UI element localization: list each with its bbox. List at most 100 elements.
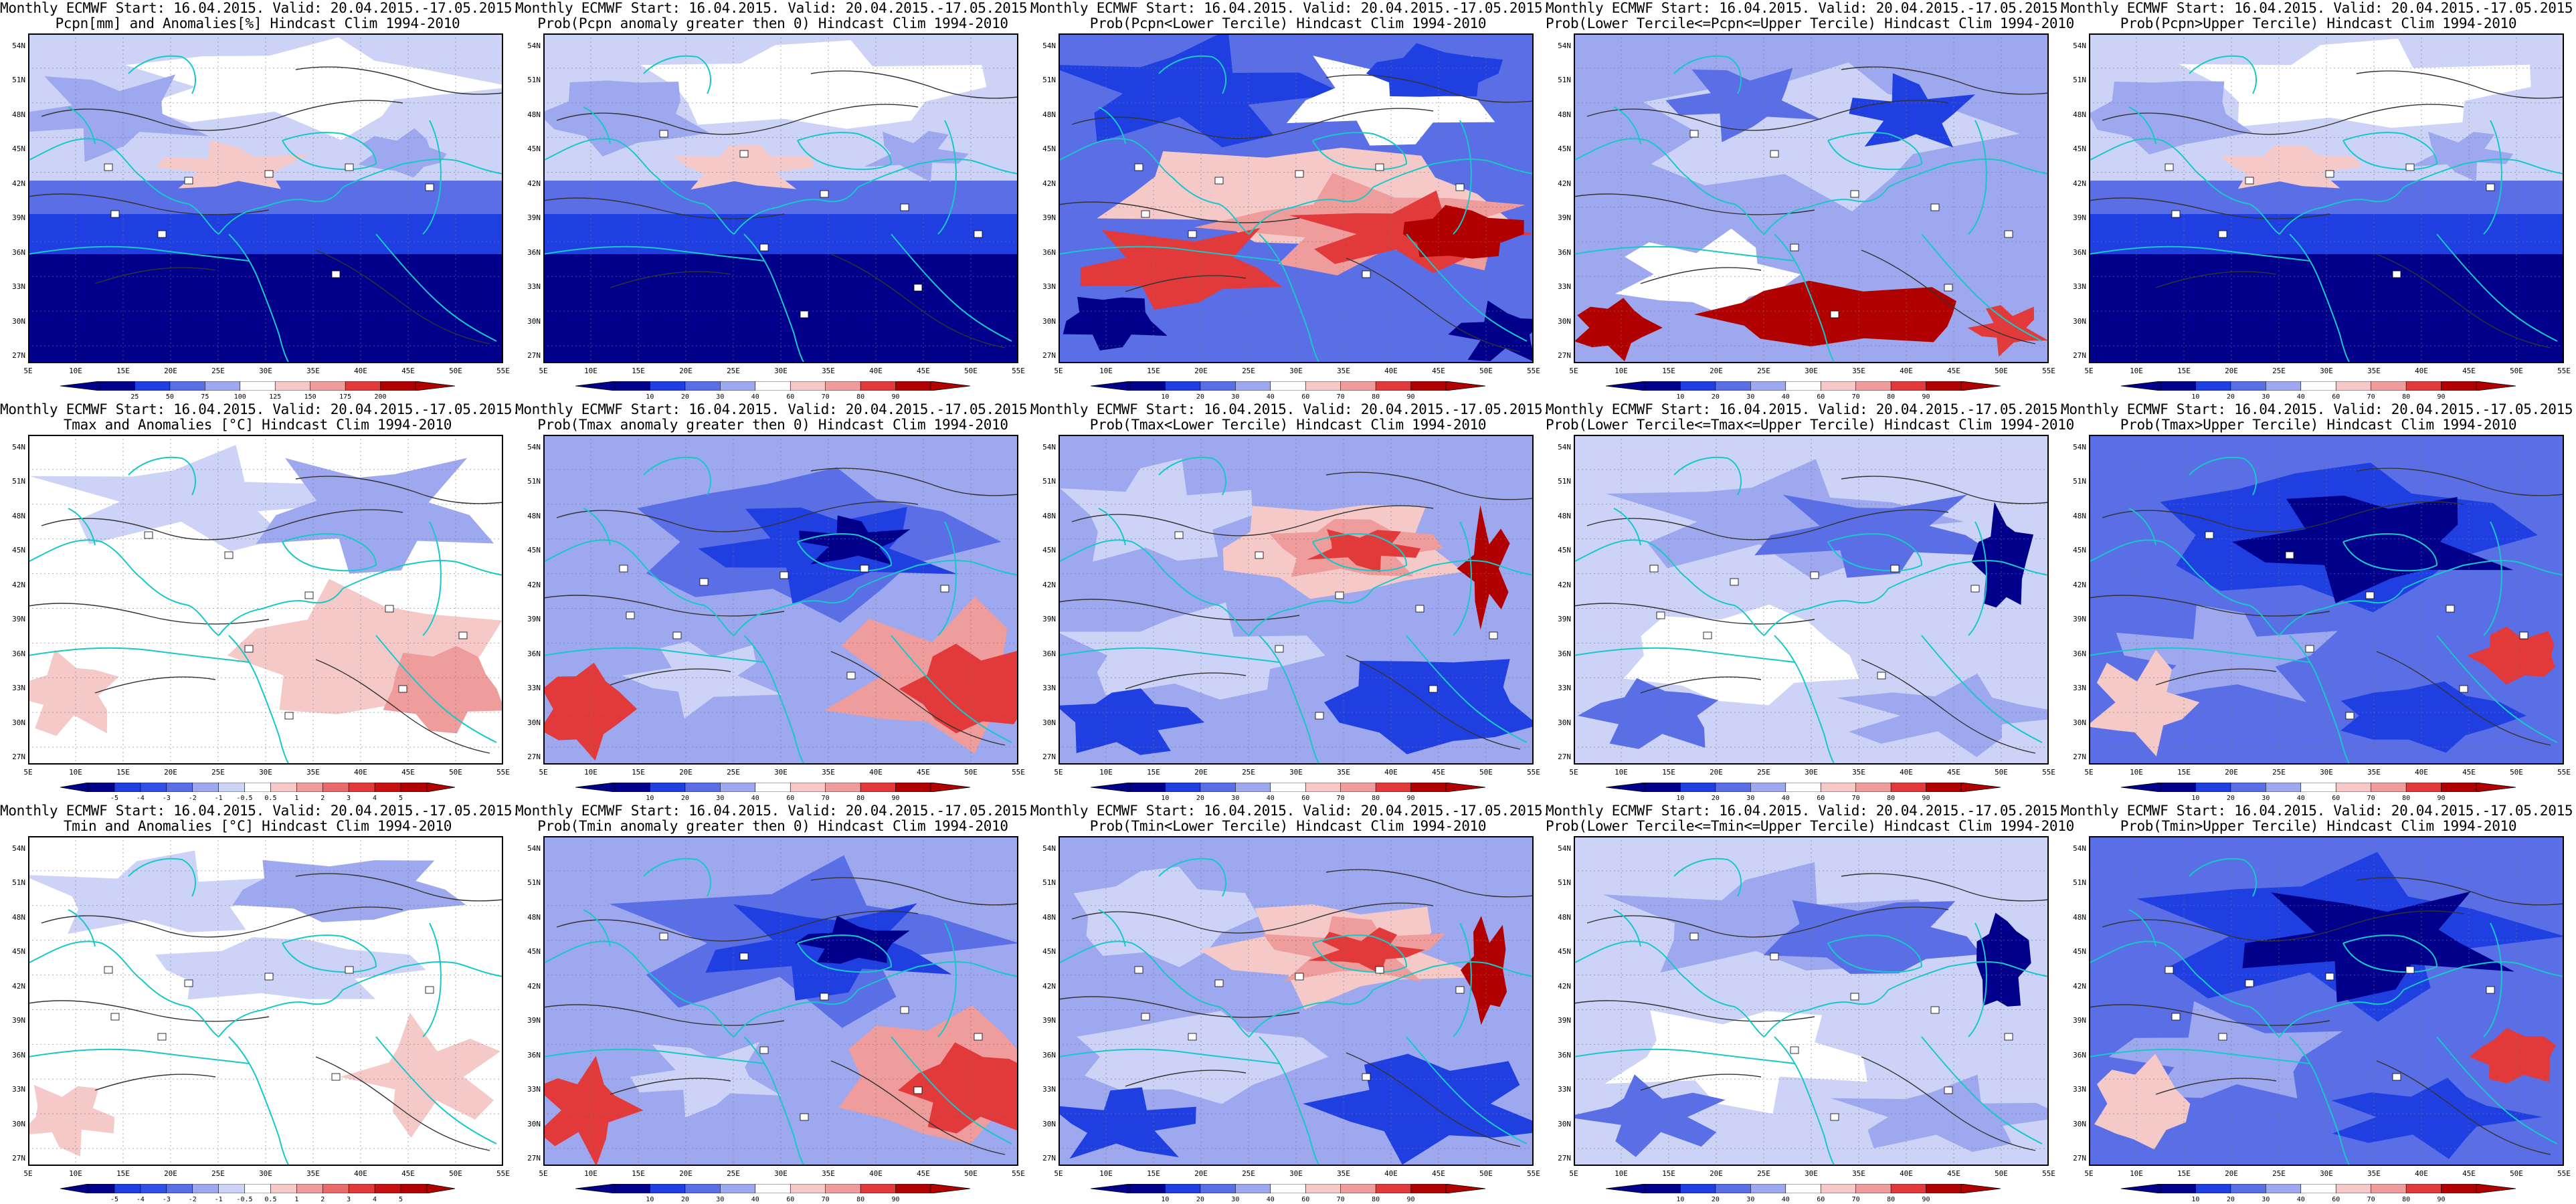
lon-label: 25E — [1757, 1169, 1770, 1178]
colorbar-tick: 10 — [2191, 393, 2200, 401]
lat-label: 42N — [12, 179, 25, 188]
colorbar-tick: 40 — [1781, 795, 1790, 802]
map-field — [1574, 435, 2049, 765]
colorbar — [2121, 381, 2516, 391]
lon-label: 10E — [69, 1169, 82, 1178]
colorbar-tick: 70 — [1851, 795, 1860, 802]
colorbar-tick: 30 — [716, 393, 725, 401]
lon-label: 50E — [2510, 367, 2523, 375]
lon-label: 30E — [1805, 1169, 1818, 1178]
lon-label: 45E — [2462, 768, 2476, 777]
lat-label: 39N — [1558, 213, 1571, 223]
lon-label: 20E — [1710, 367, 1723, 375]
map-panel-p25: Monthly ECMWF Start: 16.04.2015. Valid: … — [2061, 401, 2576, 803]
colorbar-tick: 90 — [891, 1196, 900, 1203]
colorbar-tick: 90 — [1922, 393, 1930, 401]
lat-label: 30N — [12, 316, 25, 326]
colorbar-tick: 40 — [2296, 795, 2305, 802]
lat-label: 54N — [1042, 443, 1056, 452]
lat-label: 39N — [527, 213, 541, 223]
lon-label: 5E — [2084, 1169, 2094, 1178]
lat-label: 48N — [527, 110, 541, 119]
colorbar-tick: 30 — [1746, 393, 1755, 401]
colorbar-tick: 60 — [1301, 393, 1310, 401]
colorbar — [575, 783, 970, 792]
colorbar-tick: 80 — [2402, 795, 2411, 802]
lat-label: 36N — [1042, 247, 1056, 257]
lat-label: 45N — [2073, 144, 2086, 154]
lat-label: 39N — [1042, 615, 1056, 624]
lat-label: 42N — [527, 580, 541, 589]
lon-label: 15E — [116, 1169, 130, 1178]
lon-label: 30E — [1289, 768, 1303, 777]
panel-title-line2: Prob(Tmax>Upper Tercile) Hindcast Clim 1… — [2120, 417, 2517, 433]
map-panel-p34: Monthly ECMWF Start: 16.04.2015. Valid: … — [1546, 803, 2074, 1204]
map-field — [543, 435, 1018, 765]
lon-label: 40E — [869, 367, 883, 375]
colorbar-tick: 0.5 — [264, 795, 277, 802]
lon-label: 50E — [1995, 1169, 2008, 1178]
lon-label: 15E — [2177, 768, 2191, 777]
lon-label: 30E — [1805, 768, 1818, 777]
lat-label: 48N — [1558, 912, 1571, 922]
lat-label: 36N — [1558, 1050, 1571, 1060]
colorbar-tick: 40 — [751, 795, 759, 802]
colorbar-tick: 40 — [2296, 393, 2305, 401]
colorbar-tick: 60 — [2332, 1196, 2340, 1203]
panel-title-line2: Prob(Pcpn<Lower Tercile) Hindcast Clim 1… — [1089, 15, 1487, 31]
lon-label: 50E — [1479, 768, 1493, 777]
lat-label: 45N — [1558, 546, 1571, 555]
map-field — [2089, 33, 2564, 363]
colorbar-tick: 80 — [1887, 393, 1896, 401]
lon-label: 25E — [2272, 367, 2286, 375]
colorbar-tick: 10 — [1676, 1196, 1685, 1203]
lat-label: 27N — [12, 1154, 25, 1163]
lat-label: 48N — [1558, 511, 1571, 520]
lon-label: 15E — [1662, 367, 1675, 375]
panel-title-line1: Monthly ECMWF Start: 16.04.2015. Valid: … — [0, 401, 521, 417]
colorbar-tick: 10 — [1676, 393, 1685, 401]
map-panel-p31: Monthly ECMWF Start: 16.04.2015. Valid: … — [0, 803, 521, 1204]
lon-label: 25E — [1757, 768, 1770, 777]
lon-label: 40E — [2415, 367, 2428, 375]
lat-label: 51N — [1558, 76, 1571, 85]
colorbar-tick: 70 — [1336, 795, 1345, 802]
lat-label: 27N — [12, 752, 25, 761]
lon-label: 10E — [69, 367, 82, 375]
colorbar — [1606, 783, 2001, 792]
lat-label: 36N — [1042, 649, 1056, 658]
lon-label: 50E — [1479, 367, 1493, 375]
lat-label: 39N — [2073, 213, 2086, 223]
colorbar — [60, 1184, 455, 1193]
lon-label: 10E — [2130, 367, 2143, 375]
lat-label: 48N — [527, 511, 541, 520]
lon-label: 30E — [774, 768, 788, 777]
lon-label: 15E — [1147, 768, 1160, 777]
panel-title-line1: Monthly ECMWF Start: 16.04.2015. Valid: … — [1546, 401, 2066, 417]
colorbar-tick: -3 — [162, 795, 171, 802]
lat-label: 33N — [12, 282, 25, 292]
lon-label: 30E — [1289, 367, 1303, 375]
lat-label: 36N — [2073, 649, 2086, 658]
map-panel-p22: Monthly ECMWF Start: 16.04.2015. Valid: … — [515, 401, 1036, 803]
lat-label: 33N — [1558, 1085, 1571, 1094]
map-field — [543, 33, 1018, 363]
lat-label: 54N — [527, 41, 541, 50]
colorbar-tick: 70 — [1851, 1196, 1860, 1203]
colorbar-tick: 60 — [1301, 1196, 1310, 1203]
lon-label: 25E — [727, 367, 740, 375]
lat-label: 54N — [527, 443, 541, 452]
colorbar-tick: 60 — [786, 795, 795, 802]
map-panel-p32: Monthly ECMWF Start: 16.04.2015. Valid: … — [515, 803, 1036, 1204]
panel-title-line1: Monthly ECMWF Start: 16.04.2015. Valid: … — [0, 0, 521, 16]
lon-label: 20E — [1194, 367, 1208, 375]
lon-label: 55E — [2042, 768, 2055, 777]
lon-label: 10E — [584, 367, 597, 375]
colorbar-tick: 5 — [398, 1196, 403, 1203]
colorbar-tick: 30 — [716, 795, 725, 802]
lon-label: 20E — [2225, 1169, 2238, 1178]
lat-label: 51N — [527, 878, 541, 888]
panel-title-line2: Prob(Pcpn>Upper Tercile) Hindcast Clim 1… — [2120, 15, 2517, 31]
lat-label: 39N — [1042, 1016, 1056, 1025]
